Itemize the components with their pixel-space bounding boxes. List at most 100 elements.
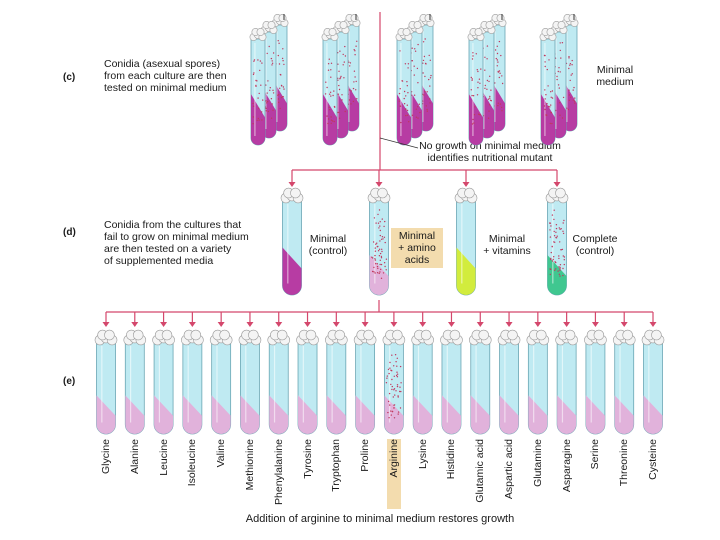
growth-dot (472, 118, 474, 121)
growth-dot (568, 56, 570, 58)
growth-dot (497, 61, 499, 63)
growth-dot (550, 104, 552, 106)
growth-dot (281, 57, 284, 60)
test-tube-amino-acid (440, 329, 463, 435)
growth-dot (501, 110, 503, 112)
growth-dot (258, 119, 260, 121)
growth-dot (340, 75, 342, 78)
growth-dot (497, 71, 500, 73)
growth-dot (424, 91, 426, 93)
growth-dot (391, 385, 393, 388)
growth-dot (417, 106, 419, 108)
growth-dot (574, 97, 576, 99)
growth-dot (563, 256, 566, 258)
arrow-head-icon (462, 182, 470, 187)
growth-dot (395, 374, 398, 377)
growth-dot (252, 73, 255, 76)
growth-dot (429, 77, 432, 79)
growth-dot (559, 228, 561, 230)
cotton-plug-icon (280, 187, 304, 204)
test-tube-amino-acid (468, 329, 492, 435)
minimal-medium-label: Minimal medium (596, 64, 634, 88)
growth-dot (394, 354, 397, 356)
growth-dot (489, 95, 491, 98)
cotton-puff (622, 329, 633, 341)
growth-dot (548, 105, 550, 108)
growth-dot (472, 95, 475, 97)
growth-dot (387, 368, 390, 371)
cotton-plug-icon (94, 329, 118, 346)
growth-dot (400, 382, 402, 384)
growth-dot (376, 272, 379, 274)
growth-dot (379, 234, 381, 237)
growth-dot (378, 272, 380, 275)
test-tube-amino-acid (123, 329, 147, 435)
growth-dot (411, 60, 413, 62)
growth-dot (553, 230, 555, 233)
growth-dot (498, 70, 501, 72)
growth-dot (279, 73, 282, 76)
growth-dot (546, 114, 548, 116)
cotton-puff (536, 329, 547, 341)
growth-dot (472, 52, 474, 54)
growth-dot (375, 263, 377, 265)
cotton-puff (248, 329, 259, 341)
growth-dot (477, 87, 479, 89)
growth-dot (559, 42, 561, 44)
growth-dot (546, 68, 548, 71)
growth-dot (266, 92, 268, 94)
growth-dot (562, 255, 564, 257)
growth-dot (265, 110, 267, 112)
growth-dot (400, 121, 402, 124)
test-tube-amino-acid (584, 329, 607, 435)
growth-dot (388, 392, 391, 395)
growth-dot (395, 390, 397, 392)
growth-dot (390, 414, 392, 416)
growth-dot (393, 407, 395, 409)
growth-dot (475, 53, 477, 55)
test-tube-culture (539, 28, 557, 146)
growth-dot (568, 67, 570, 70)
growth-dot (339, 78, 341, 80)
growth-dot (552, 258, 554, 261)
growth-dot (259, 60, 262, 62)
growth-dot (559, 268, 561, 270)
growth-dot (498, 40, 501, 43)
growth-dot (418, 103, 420, 105)
growth-dot (379, 229, 381, 232)
growth-dot (560, 57, 562, 59)
growth-dot (255, 84, 257, 87)
growth-dot (559, 71, 561, 73)
growth-dot (350, 90, 352, 92)
growth-dot (398, 100, 400, 102)
growth-dot (549, 106, 551, 108)
growth-dot (380, 277, 383, 279)
growth-dot (382, 238, 384, 240)
growth-dot (568, 57, 570, 59)
growth-dot (399, 88, 401, 90)
test-tube-culture (417, 14, 435, 132)
growth-dot (488, 80, 490, 83)
growth-dot (479, 114, 481, 116)
growth-dot (407, 67, 409, 69)
growth-dot (256, 119, 258, 122)
growth-dot (561, 248, 564, 251)
growth-dot (495, 57, 497, 60)
growth-dot (376, 246, 378, 248)
growth-dot (550, 96, 552, 99)
growth-dot (277, 40, 279, 42)
growth-dot (377, 267, 379, 270)
growth-dot (557, 270, 559, 272)
growth-dot (553, 218, 555, 221)
growth-dot (380, 257, 383, 259)
growth-dot (487, 117, 490, 119)
growth-dot (327, 118, 330, 120)
growth-dot (271, 60, 273, 62)
growth-dot (348, 89, 351, 91)
growth-dot (570, 74, 572, 76)
growth-dot (279, 107, 281, 110)
growth-dot (471, 78, 473, 80)
growth-dot (258, 107, 260, 110)
growth-dot (396, 384, 399, 386)
